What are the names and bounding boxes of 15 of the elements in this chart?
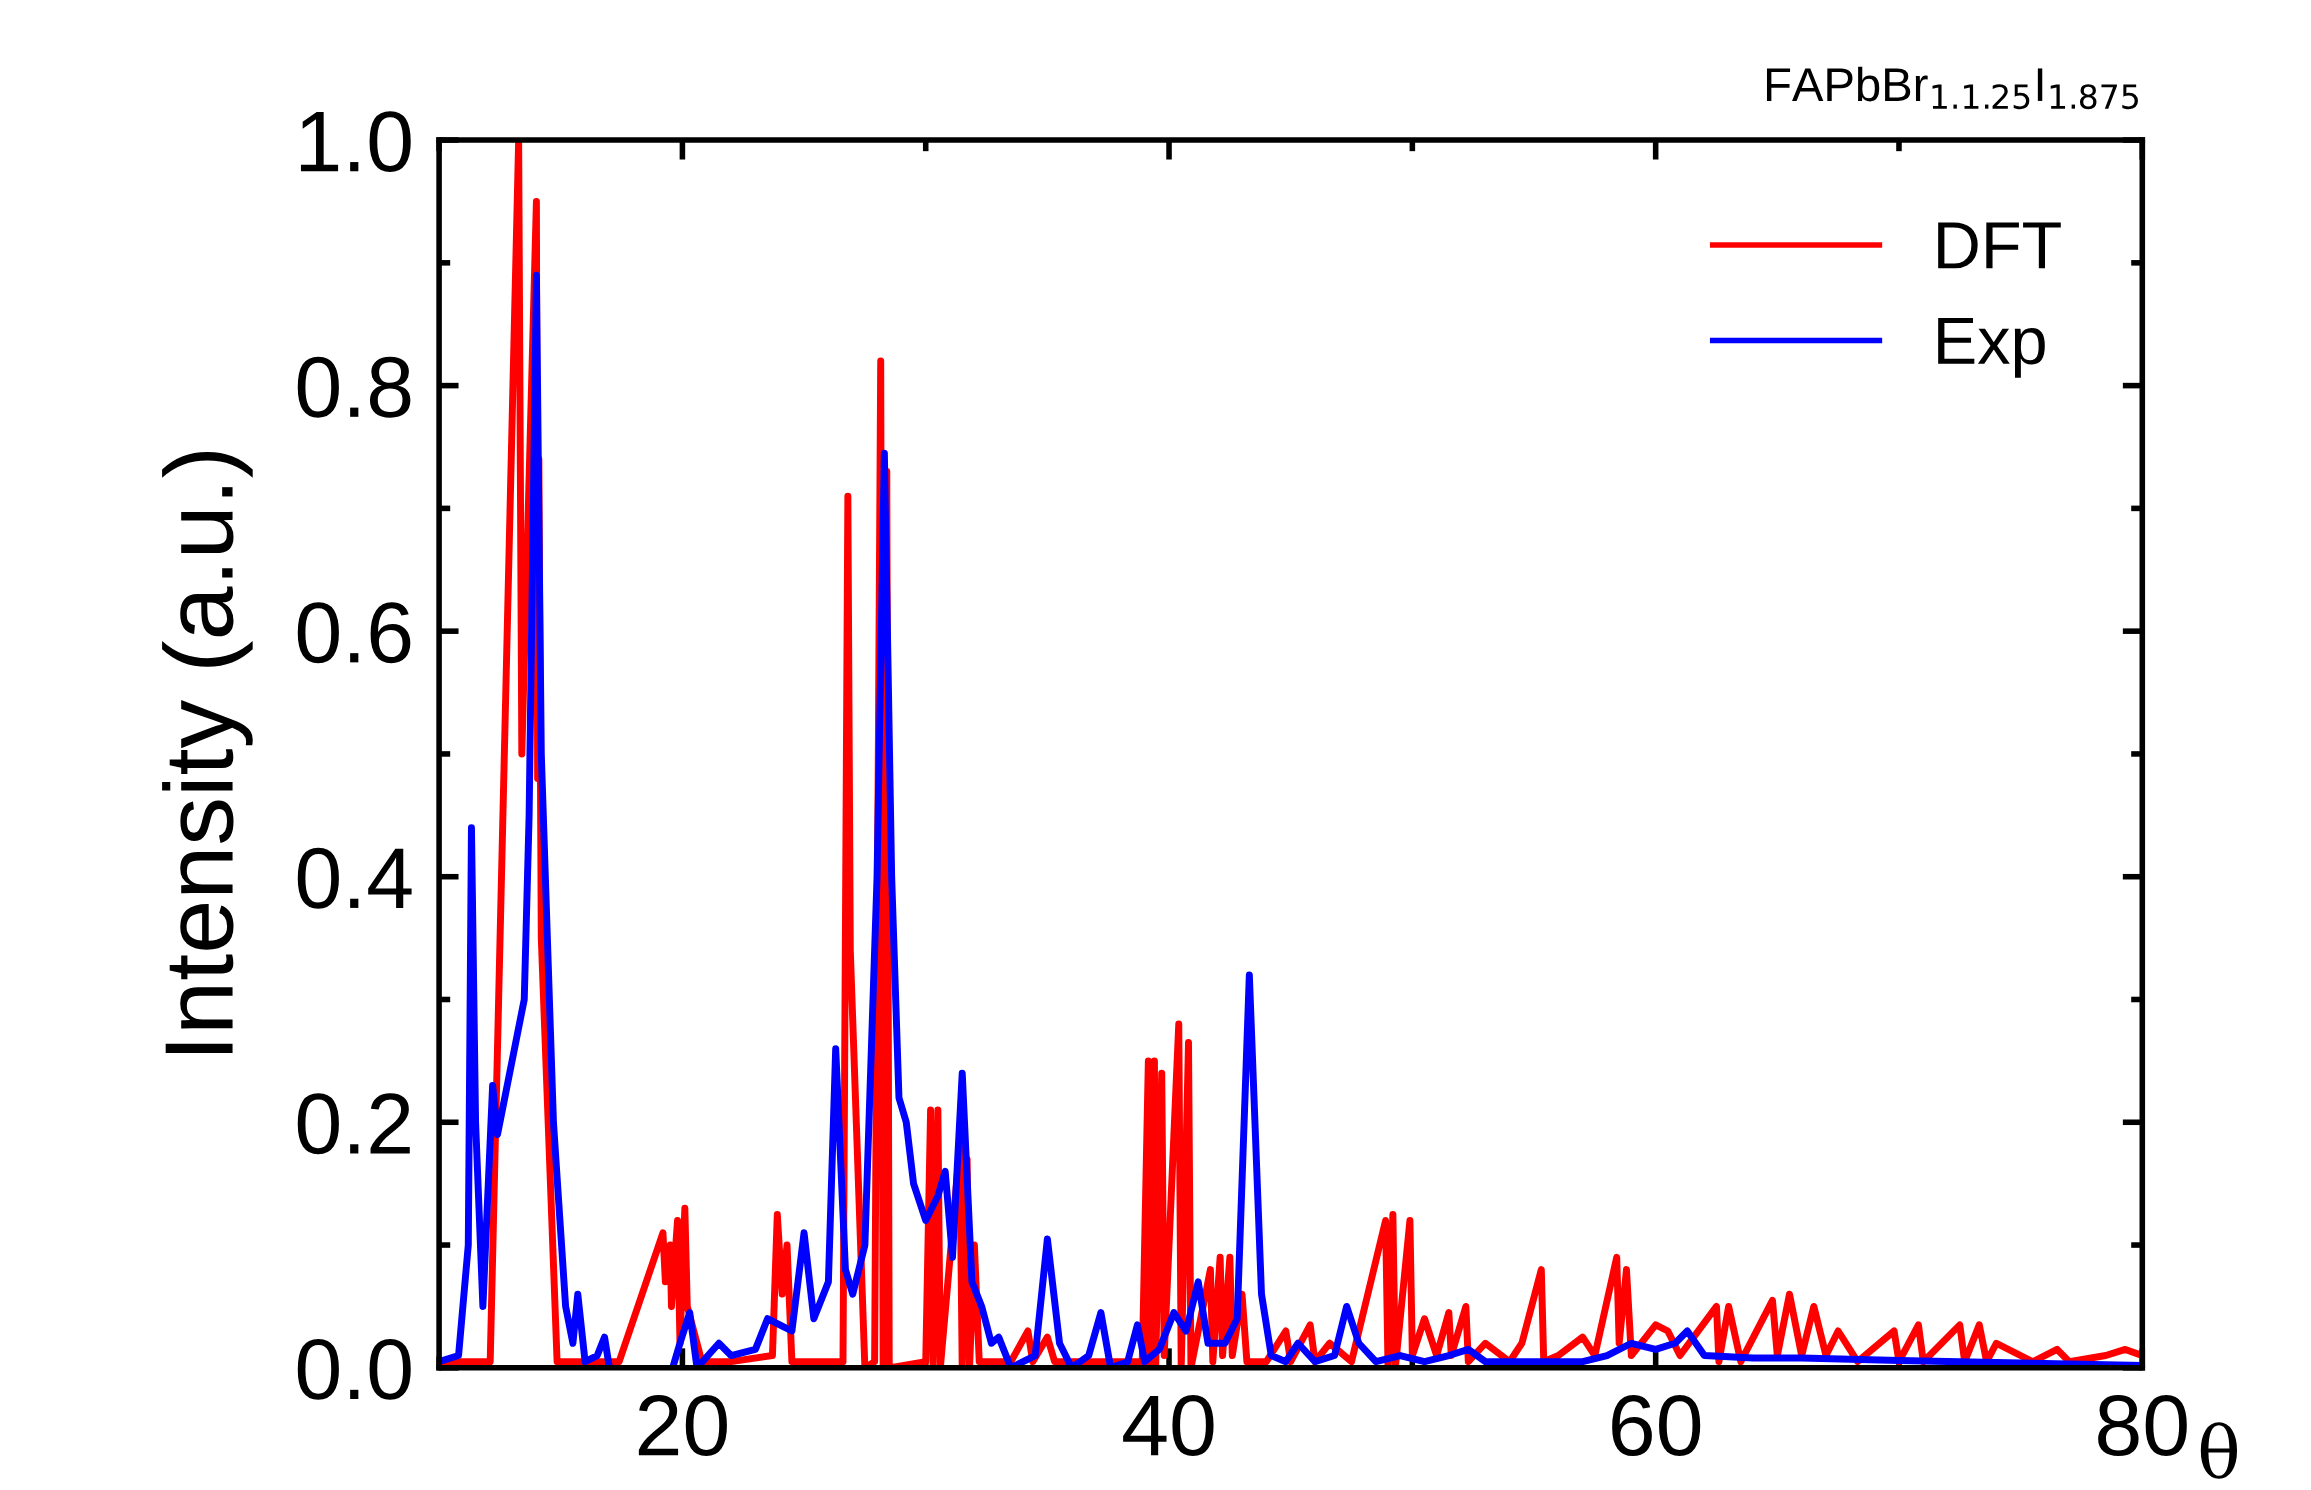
y-axis-title: Intensity (a.u.) bbox=[162, 451, 253, 1053]
legend-label: DFT bbox=[1938, 222, 2061, 269]
x-tick-label: 60 bbox=[1612, 1395, 1701, 1457]
y-tick-label: 0.8 bbox=[297, 356, 411, 418]
text: 1.0 bbox=[300, 111, 411, 173]
x-tick-label: 80 bbox=[2098, 1395, 2187, 1457]
text: 0.0 bbox=[297, 1338, 411, 1400]
x-tick-label: 20 bbox=[638, 1395, 727, 1457]
y-tick-label: 0.2 bbox=[297, 1093, 410, 1155]
y-tick-label: 0.4 bbox=[297, 847, 412, 909]
legend-label: Exp bbox=[1938, 317, 2045, 378]
x-axis-title: θ bbox=[2200, 1422, 2238, 1479]
x-tick-label: 40 bbox=[1123, 1395, 1214, 1457]
chart-title: FAPbBr$_{1.1.25}$I$_{1.875}$ bbox=[1766, 66, 2138, 110]
y-tick-label: 0.6 bbox=[297, 602, 411, 664]
